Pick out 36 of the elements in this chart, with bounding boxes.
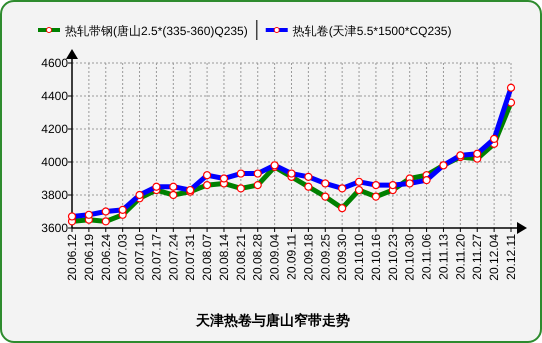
x-tick-label: 20.08.07 <box>200 234 214 281</box>
x-tick-label: 20.11.06 <box>420 234 434 280</box>
x-tick-label: 20.09.11 <box>284 234 298 280</box>
x-tick-label: 20.08.21 <box>234 234 248 281</box>
x-tick-label: 20.12.04 <box>487 234 502 281</box>
text: 天津热卷与唐山窄带走势 <box>195 312 350 328</box>
x-tick-label: 20.10.23 <box>386 234 400 281</box>
x-tick-label: 20.09.18 <box>301 234 316 281</box>
y-tick-label: 4400 <box>41 89 68 103</box>
legend-label: 热轧带钢(唐山2.5*(335-360)Q235) <box>65 24 248 38</box>
x-tick-label: 20.11.13 <box>436 234 450 280</box>
x-tick-label: 20.10.16 <box>368 234 383 281</box>
legend-label: 热轧卷(天津5.5*1500*CQ235) <box>292 24 452 38</box>
x-tick-label: 20.06.12 <box>65 234 79 281</box>
x-tick-label: 20.07.10 <box>132 234 147 281</box>
x-tick-label: 20.11.27 <box>470 234 484 280</box>
x-tick-label: 20.11.20 <box>453 234 468 280</box>
x-tick-label: 20.10.30 <box>402 234 417 281</box>
x-tick-label: 20.08.14 <box>216 234 231 281</box>
x-tick-label: 20.09.04 <box>268 234 282 281</box>
y-tick-label: 3800 <box>41 188 68 202</box>
x-tick-label: 20.07.03 <box>116 234 130 281</box>
y-tick-label: 4200 <box>41 122 68 136</box>
y-tick-label: 4600 <box>41 56 68 70</box>
x-tick-label: 20.07.31 <box>183 234 198 281</box>
x-tick-label: 20.10.10 <box>352 234 366 281</box>
y-tick-label: 3600 <box>41 221 68 235</box>
x-tick-label: 20.12.11 <box>504 234 518 280</box>
x-tick-label: 20.08.28 <box>250 234 265 281</box>
y-tick-label: 4000 <box>41 155 68 169</box>
x-tick-label: 20.07.17 <box>149 234 164 281</box>
x-tick-label: 20.07.24 <box>166 234 180 281</box>
x-tick-label: 20.09.25 <box>318 234 332 281</box>
x-tick-label: 20.09.30 <box>335 234 350 281</box>
x-tick-label: 20.06.19 <box>82 234 96 281</box>
x-tick-label: 20.06.24 <box>98 234 113 281</box>
